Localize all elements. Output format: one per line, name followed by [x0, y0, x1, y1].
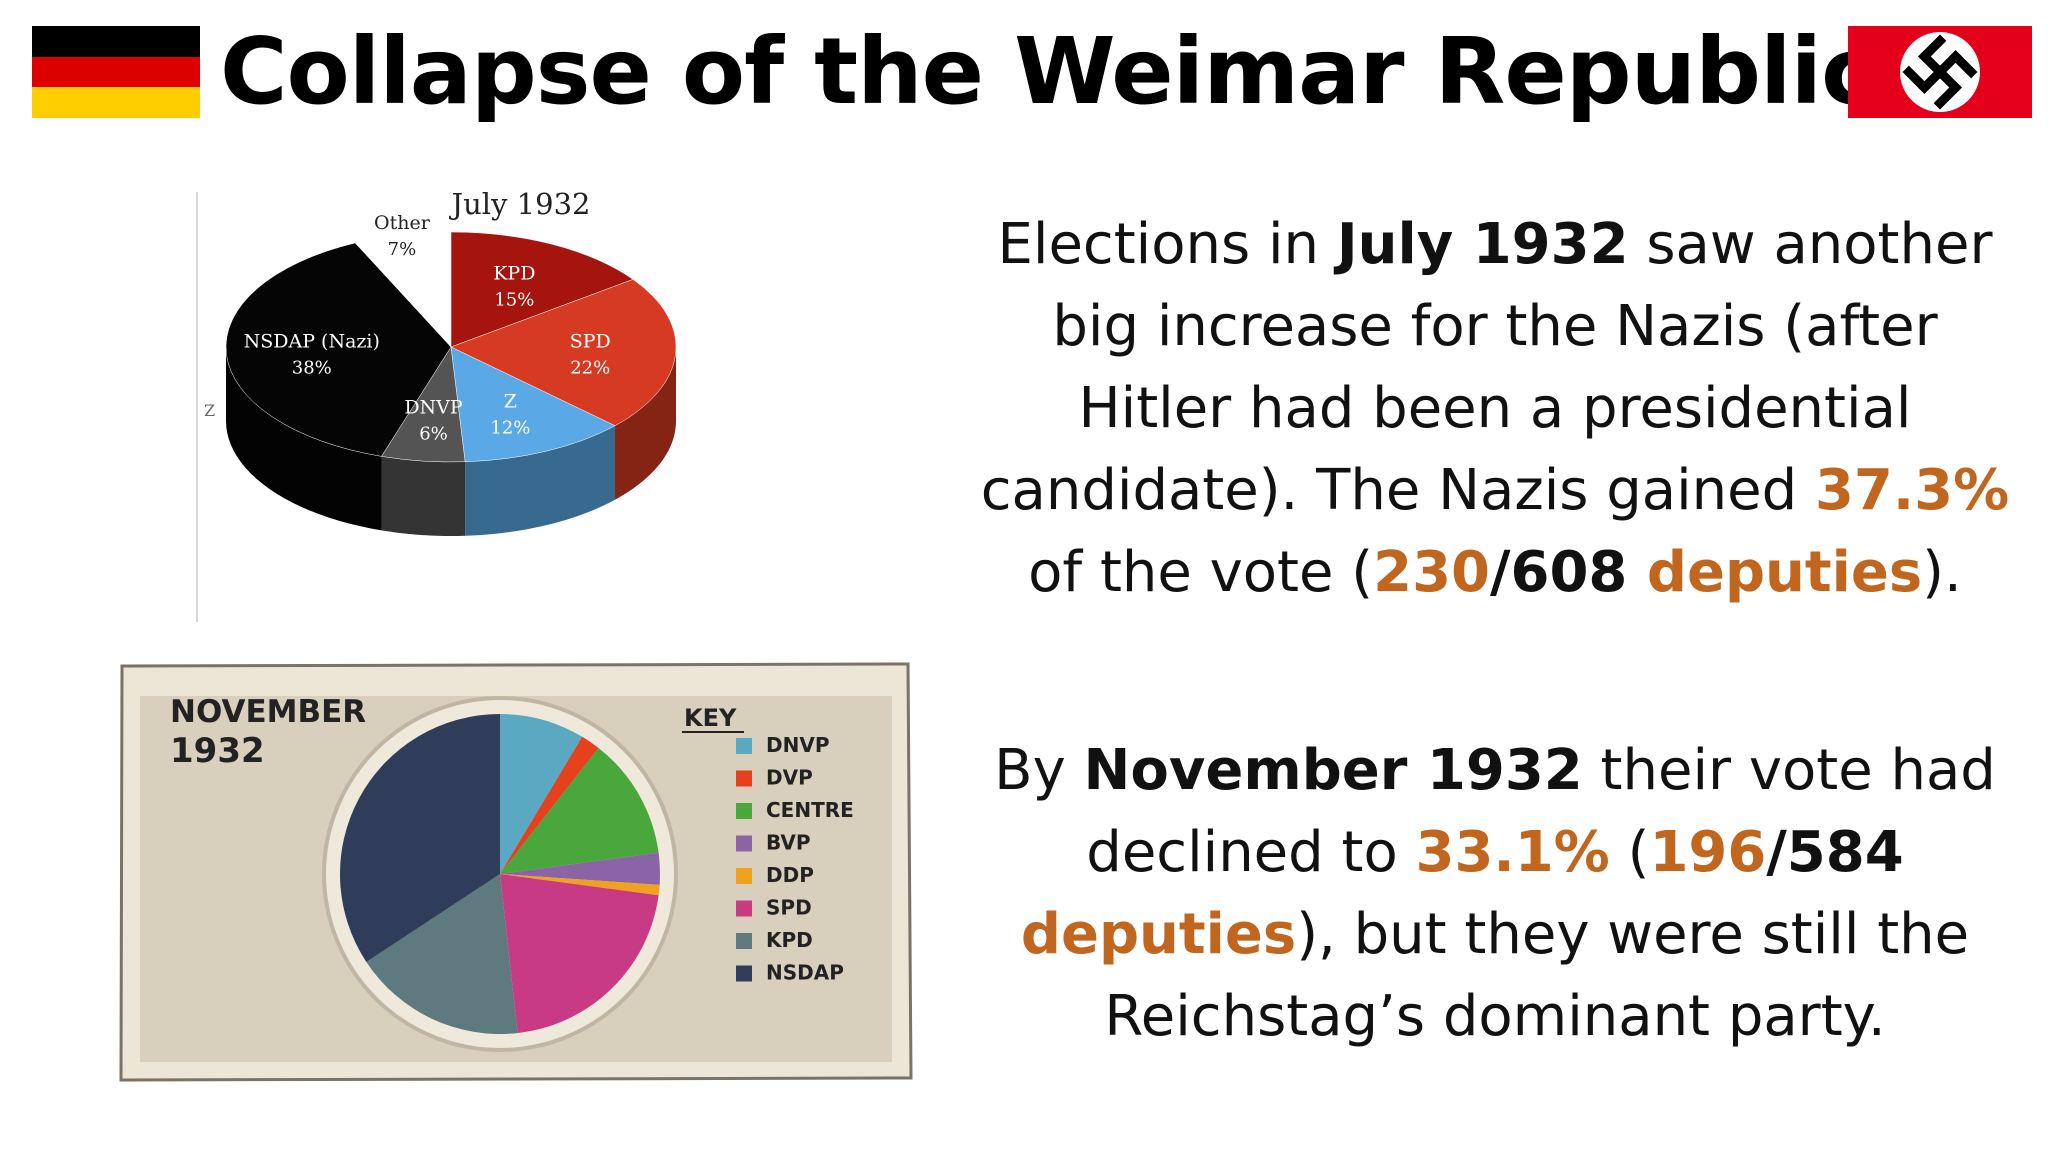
pie-side-dnvp [381, 456, 466, 536]
pie-label-nsdap-nazi: NSDAP (Nazi) [244, 330, 380, 352]
pie-value-z: 12% [490, 418, 530, 439]
pie-value-dnvp: 6% [419, 424, 448, 445]
pie-slice-other [355, 232, 451, 347]
pie-slice-nsdap-nazi [225, 242, 452, 457]
pie-value-other: 7% [388, 239, 417, 260]
november-1932-chart: NOVEMBER 1932 KEY DNVP DVP CENTRE BVP DDP SPD… [118, 660, 914, 1084]
legend-swatch-kpd [736, 933, 752, 949]
pie-slice-spd [500, 874, 659, 1034]
legend-label-dnvp: DNVP [766, 733, 829, 757]
pie-slice-dvp [500, 736, 599, 874]
pie-slice-centre [500, 747, 659, 874]
legend-title: KEY [684, 704, 737, 732]
p2-text-2: their vote had declined to [1086, 738, 1996, 885]
chart-title-line2: 1932 [170, 731, 265, 771]
side-mark: Z [204, 401, 215, 420]
legend-label-spd: SPD [766, 896, 812, 920]
pie-label-kpd: KPD [493, 262, 535, 284]
legend-label-kpd: KPD [766, 928, 813, 952]
legend-label-ddp: DDP [766, 863, 814, 887]
p2-text-4: ), but they were still the Reichstag’s d… [1104, 902, 1970, 1049]
chart-title-line1: NOVEMBER [170, 694, 366, 730]
paragraph-july: Elections in July 1932 saw another big i… [980, 204, 2010, 614]
legend-swatch-nsdap [736, 965, 752, 982]
pie-slice-bvp [500, 852, 660, 885]
p2-text-1: By [994, 738, 1084, 803]
legend-swatch-spd [736, 900, 752, 917]
pie-label-dnvp: DNVP [404, 397, 463, 419]
p1-vote-percent: 37.3% [1814, 458, 2010, 523]
chart-title: July 1932 [449, 192, 591, 221]
pie-value-nsdap-nazi: 38% [292, 357, 332, 378]
pie-value-spd: 22% [570, 357, 610, 378]
page-title: Collapse of the Weimar Republic [220, 18, 1876, 125]
pie-side-nsdap-nazi [226, 347, 382, 531]
pie-side-z [465, 425, 616, 536]
pie-slice-ddp [500, 874, 660, 896]
pie-slice-spd [450, 279, 677, 427]
pie-label-z: Z [504, 391, 517, 413]
swastika-flag-icon [1848, 26, 2032, 118]
pie-slice-dnvp [500, 714, 583, 874]
p1-deputies: deputies [1646, 540, 1923, 605]
legend-swatch-bvp [736, 835, 752, 852]
pie-slice-kpd [450, 231, 634, 348]
legend-swatch-dvp [736, 770, 752, 787]
july-1932-chart: July 1932 Z KPD 15% SPD 22% Z 12% DNVP 6% NSDAP … [196, 187, 846, 622]
legend-label-nsdap: NSDAP [766, 961, 844, 985]
legend-swatch-dnvp [736, 738, 752, 754]
p2-deputies: deputies [1020, 902, 1297, 967]
pie-slice-nsdap [340, 714, 500, 962]
p1-text-4: ). [1922, 540, 1962, 605]
p1-total-seats: /608 [1490, 540, 1647, 605]
legend-swatch-centre [736, 803, 752, 819]
legend-label-bvp: BVP [766, 831, 811, 855]
pie-side-spd [615, 347, 676, 500]
p2-vote-percent: 33.1% [1415, 820, 1610, 885]
p2-text-3: ( [1609, 820, 1650, 885]
legend-label-centre: CENTRE [766, 798, 854, 822]
p2-bold-november-1932: November 1932 [1083, 738, 1583, 803]
german-flag-icon [32, 26, 200, 119]
pie-value-kpd: 15% [494, 289, 534, 310]
panel-edge [196, 192, 198, 622]
p1-bold-july-1932: July 1932 [1336, 212, 1629, 277]
pie-label-other: Other [374, 212, 431, 234]
pie-slice-z [450, 346, 616, 463]
p1-seats: 230 [1373, 540, 1491, 605]
paragraph-november: By November 1932 their vote had declined… [980, 730, 2010, 1058]
p1-text-1: Elections in [997, 212, 1337, 277]
pie-slice-kpd [366, 874, 518, 1034]
legend-swatch-ddp [736, 868, 752, 884]
p2-seats: 196 [1649, 820, 1767, 885]
p2-total-seats: /584 [1766, 820, 1904, 885]
legend-label-dvp: DVP [766, 766, 813, 790]
p1-text-2: saw another big increase for the Nazis (… [980, 212, 1993, 523]
p1-text-3: of the vote ( [1028, 540, 1374, 605]
pie-label-spd: SPD [570, 330, 611, 352]
